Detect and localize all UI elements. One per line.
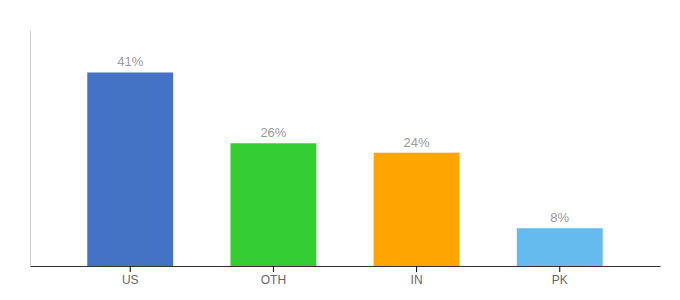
x-tick-label: US [122, 273, 139, 287]
x-axis: US OTH IN PK [31, 266, 661, 287]
x-tick-label: OTH [261, 273, 286, 287]
data-labels: 41% 26% 24% 8% [117, 54, 569, 225]
x-tick: OTH [261, 266, 286, 287]
x-tick: US [122, 266, 139, 287]
bar [87, 72, 173, 266]
data-label: 8% [550, 210, 569, 225]
y-axis-line [30, 31, 31, 267]
x-tick: IN [411, 266, 423, 287]
data-label: 41% [117, 54, 143, 69]
chart-container: US OTH IN PK 41% 26% 24% 8% [0, 0, 680, 300]
y-axis [30, 31, 31, 267]
x-tick: PK [552, 266, 568, 287]
x-tick-mark [559, 266, 560, 272]
x-tick-mark [273, 266, 274, 272]
x-axis-line [31, 266, 661, 267]
x-tick-mark [416, 266, 417, 272]
bars [87, 72, 602, 266]
bar [374, 153, 460, 266]
plot: US OTH IN PK 41% 26% 24% 8% [31, 31, 661, 287]
x-tick-label: IN [411, 273, 423, 287]
bar [230, 143, 316, 266]
bar [517, 228, 603, 266]
x-tick-mark [130, 266, 131, 272]
x-tick-label: PK [552, 273, 568, 287]
chart-svg: US OTH IN PK 41% 26% 24% 8% [0, 0, 680, 300]
data-label: 26% [260, 125, 286, 140]
data-label: 24% [404, 135, 430, 150]
